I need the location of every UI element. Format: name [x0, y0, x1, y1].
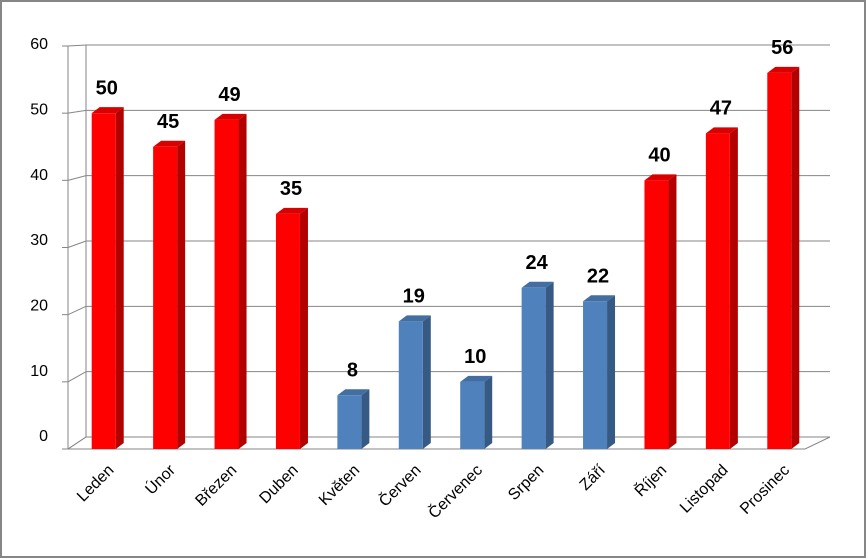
bar-side [545, 281, 554, 449]
value-label: 19 [403, 286, 425, 308]
bar [521, 287, 546, 449]
y-tick-label: 0 [39, 428, 48, 445]
bar [91, 113, 116, 450]
bar [705, 133, 730, 450]
bar-side [729, 127, 738, 450]
bar-top [91, 107, 124, 114]
bar [398, 321, 423, 449]
bar [460, 381, 485, 449]
grid-line-side [67, 305, 87, 316]
bar-top [644, 174, 677, 181]
bar [583, 301, 608, 449]
bar-side [607, 295, 616, 449]
value-label: 24 [526, 252, 549, 274]
value-label: 10 [464, 346, 486, 368]
bar-side [791, 66, 800, 449]
bar-top [214, 113, 247, 120]
y-tick-label: 50 [30, 102, 48, 119]
bar-top [275, 207, 308, 214]
bar-side [299, 207, 308, 449]
bar [275, 213, 300, 449]
bar-top [460, 375, 493, 382]
bar [153, 146, 178, 449]
value-label: 22 [587, 266, 609, 288]
value-label: 8 [347, 360, 358, 382]
value-label: 56 [771, 37, 793, 59]
bar-side [484, 375, 493, 449]
y-tick-label: 60 [30, 36, 48, 53]
grid-line-side [67, 240, 87, 248]
y-tick-label: 40 [30, 167, 48, 184]
bar-side [422, 315, 431, 449]
grid-line-side [67, 175, 87, 181]
bar-top [583, 295, 616, 302]
y-tick-label: 20 [30, 298, 48, 315]
bar [644, 180, 669, 450]
grid-line-side [67, 436, 87, 450]
bar-top [337, 389, 370, 396]
bar-side [177, 140, 186, 449]
bar-side [238, 113, 247, 449]
value-label: 47 [710, 98, 732, 120]
bar-side [115, 107, 124, 450]
bar-top [767, 66, 800, 73]
grid-line-side [67, 371, 87, 383]
bar-side [668, 174, 677, 450]
y-tick-label: 10 [30, 363, 48, 380]
bar-top [705, 127, 738, 134]
bar-top [398, 315, 431, 322]
bar-top [153, 140, 186, 147]
bar [214, 119, 239, 449]
value-label: 45 [157, 111, 179, 133]
value-label: 35 [280, 178, 302, 200]
value-label: 49 [218, 84, 240, 106]
y-tick-label: 30 [30, 232, 48, 249]
bar-top [521, 281, 554, 288]
grid-line-side [67, 44, 87, 47]
bar [767, 72, 792, 449]
value-label: 50 [96, 77, 118, 99]
grid-line-side [67, 109, 87, 114]
value-label: 40 [648, 145, 670, 167]
bar [337, 395, 362, 449]
bar-side [361, 389, 370, 449]
